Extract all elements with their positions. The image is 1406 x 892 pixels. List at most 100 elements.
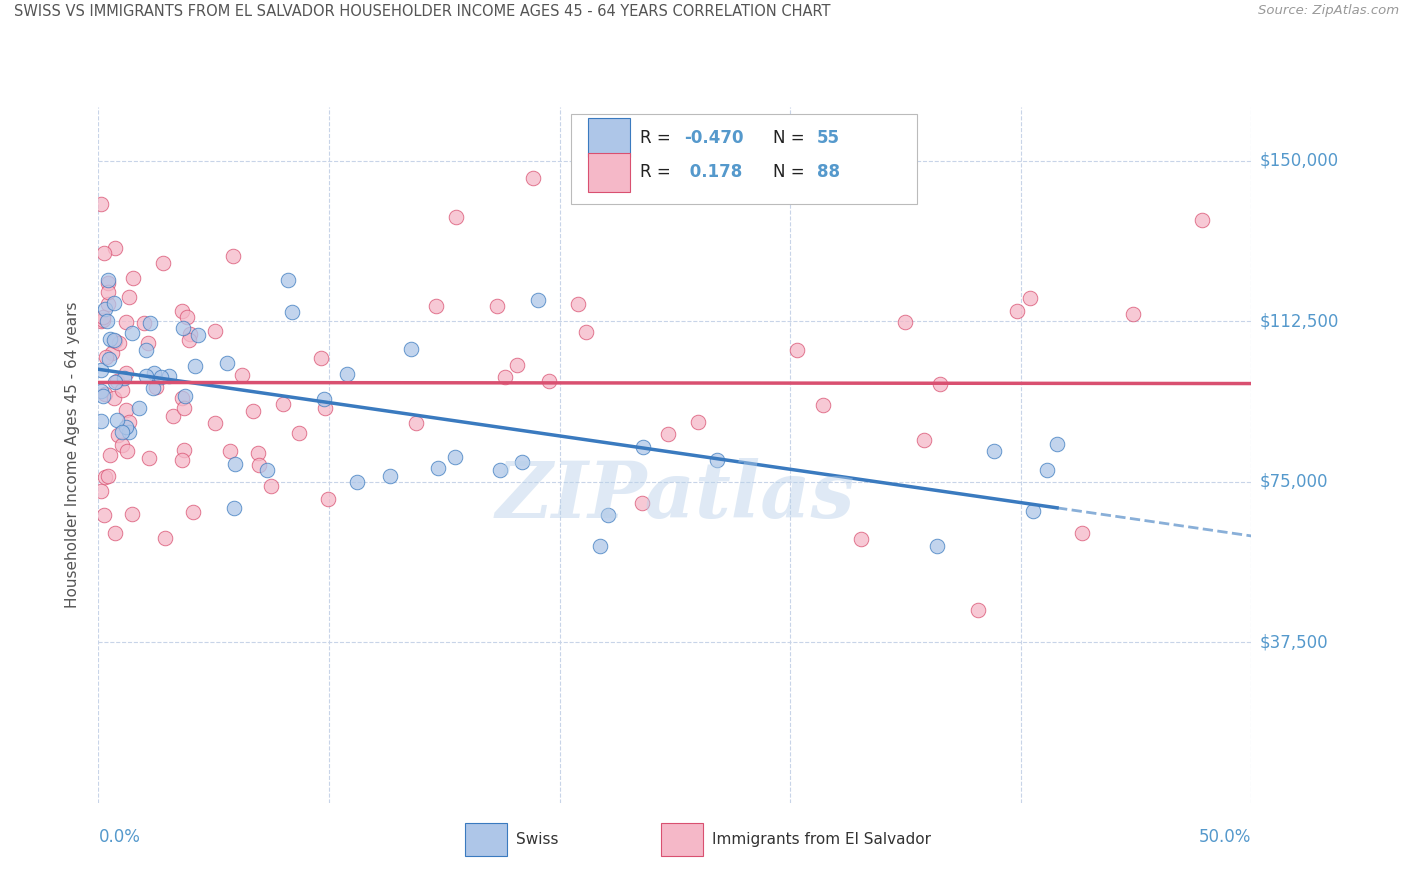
Y-axis label: Householder Income Ages 45 - 64 years: Householder Income Ages 45 - 64 years xyxy=(65,301,80,608)
Point xyxy=(505,358,527,372)
Point xyxy=(118,425,141,439)
Point xyxy=(142,381,165,395)
Point xyxy=(107,374,129,388)
Point xyxy=(97,273,120,287)
Point xyxy=(1191,213,1213,227)
Point xyxy=(1071,526,1094,541)
FancyBboxPatch shape xyxy=(588,118,630,157)
Point xyxy=(94,470,117,484)
Point xyxy=(526,293,548,307)
Point xyxy=(567,297,589,311)
Point xyxy=(107,428,129,442)
Point xyxy=(811,398,834,412)
Point xyxy=(277,273,299,287)
Point xyxy=(686,415,709,429)
Text: N =: N = xyxy=(773,128,810,146)
Point xyxy=(132,316,155,330)
Point xyxy=(425,299,447,313)
Point xyxy=(96,314,118,328)
Point xyxy=(90,363,112,377)
Point xyxy=(153,531,176,545)
Point xyxy=(91,310,114,324)
Point xyxy=(103,296,125,310)
Point xyxy=(631,495,654,509)
Text: $150,000: $150,000 xyxy=(1260,152,1339,169)
Point xyxy=(97,285,120,299)
Point xyxy=(115,402,138,417)
Point xyxy=(152,256,174,270)
Point xyxy=(138,451,160,466)
Point xyxy=(121,270,143,285)
Point xyxy=(928,377,950,392)
Point xyxy=(93,508,115,522)
Point xyxy=(179,326,201,341)
Point xyxy=(181,505,204,519)
Point xyxy=(111,425,134,440)
Point xyxy=(111,383,134,397)
Point xyxy=(598,508,620,522)
Point xyxy=(184,359,207,373)
Point xyxy=(271,397,294,411)
Text: R =: R = xyxy=(640,163,676,181)
Text: $37,500: $37,500 xyxy=(1260,633,1329,651)
Point xyxy=(145,380,167,394)
Point xyxy=(114,366,136,380)
Point xyxy=(104,376,127,390)
Point xyxy=(94,386,117,401)
Point xyxy=(657,427,679,442)
Point xyxy=(115,443,138,458)
Point xyxy=(176,310,198,324)
Point xyxy=(103,391,125,405)
Point xyxy=(112,371,135,385)
Point xyxy=(706,452,728,467)
Point xyxy=(222,501,245,516)
Point xyxy=(538,374,561,388)
Point xyxy=(786,343,808,358)
Point xyxy=(488,463,510,477)
Point xyxy=(510,455,533,469)
Point xyxy=(121,326,143,340)
FancyBboxPatch shape xyxy=(465,822,506,856)
Point xyxy=(105,413,128,427)
Point xyxy=(378,468,401,483)
Point xyxy=(246,446,269,460)
Point xyxy=(111,438,134,452)
Point xyxy=(522,171,544,186)
Point xyxy=(108,335,131,350)
Point xyxy=(256,463,278,477)
Point xyxy=(90,314,112,328)
Point xyxy=(894,315,917,329)
Point xyxy=(91,389,114,403)
Point xyxy=(1018,291,1040,305)
Point xyxy=(242,403,264,417)
Point xyxy=(215,356,238,370)
Text: Immigrants from El Salvador: Immigrants from El Salvador xyxy=(711,832,931,847)
Point xyxy=(486,299,509,313)
Point xyxy=(849,532,872,546)
Point xyxy=(94,301,117,316)
Point xyxy=(162,409,184,423)
Point xyxy=(98,351,121,366)
Point xyxy=(103,333,125,347)
Point xyxy=(247,458,270,472)
Text: 55: 55 xyxy=(817,128,839,146)
Text: SWISS VS IMMIGRANTS FROM EL SALVADOR HOUSEHOLDER INCOME AGES 45 - 64 YEARS CORRE: SWISS VS IMMIGRANTS FROM EL SALVADOR HOU… xyxy=(14,4,831,20)
Point xyxy=(170,453,193,467)
Point xyxy=(312,392,335,406)
Point xyxy=(231,368,253,383)
Point xyxy=(101,346,124,360)
Point xyxy=(983,444,1005,458)
Point xyxy=(281,305,304,319)
Point xyxy=(173,443,195,458)
Text: Swiss: Swiss xyxy=(516,832,558,847)
Point xyxy=(118,290,141,304)
Point xyxy=(121,508,143,522)
Text: Source: ZipAtlas.com: Source: ZipAtlas.com xyxy=(1258,4,1399,18)
Text: 50.0%: 50.0% xyxy=(1199,828,1251,846)
Point xyxy=(925,539,948,553)
Point xyxy=(104,334,127,349)
Text: R =: R = xyxy=(640,128,676,146)
Point xyxy=(1046,437,1069,451)
Point xyxy=(97,297,120,311)
Point xyxy=(1036,463,1059,477)
